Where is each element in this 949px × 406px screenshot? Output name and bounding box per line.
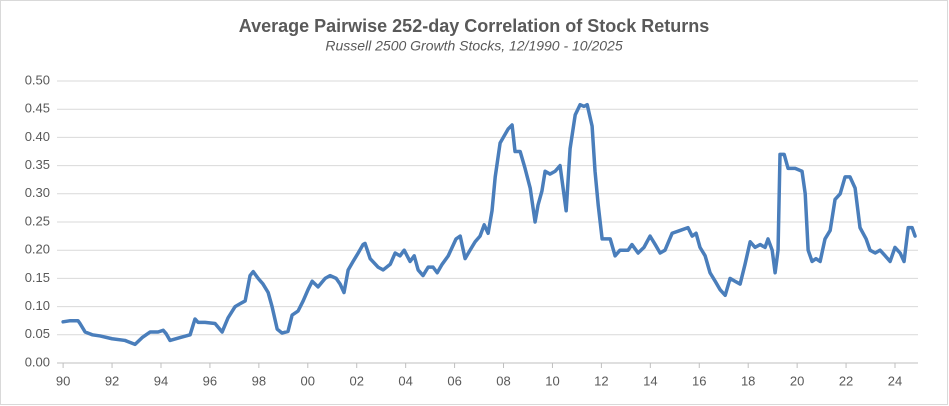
y-tick-label: 0.50 [25,72,50,87]
chart-subtitle: Russell 2500 Growth Stocks, 12/1990 - 10… [325,38,623,54]
x-tick-label: 16 [692,373,706,388]
x-tick-label: 14 [643,373,657,388]
x-tick-label: 08 [496,373,510,388]
x-tick-label: 90 [56,373,70,388]
x-tick-label: 20 [790,373,804,388]
x-tick-label: 92 [105,373,119,388]
x-tick-label: 12 [594,373,608,388]
x-tick-label: 96 [203,373,217,388]
y-tick-label: 0.25 [25,213,50,228]
y-tick-label: 0.05 [25,326,50,341]
x-tick-label: 98 [252,373,266,388]
x-tick-label: 24 [888,373,902,388]
y-tick-label: 0.00 [25,354,50,369]
x-tick-label: 00 [301,373,315,388]
x-tick-label: 18 [741,373,755,388]
x-tick-label: 04 [398,373,412,388]
y-tick-label: 0.20 [25,242,50,257]
x-tick-label: 94 [154,373,168,388]
y-tick-label: 0.10 [25,298,50,313]
data-line [61,102,917,347]
x-tick-label: 06 [447,373,461,388]
x-tick-label: 22 [839,373,853,388]
x-tick-label: 10 [545,373,559,388]
x-tick-label: 02 [349,373,363,388]
y-tick-label: 0.15 [25,270,50,285]
y-tick-label: 0.30 [25,185,50,200]
y-tick-label: 0.45 [25,101,50,116]
y-tick-label: 0.40 [25,129,50,144]
chart-title: Average Pairwise 252-day Correlation of … [239,16,710,36]
y-tick-label: 0.35 [25,157,50,172]
